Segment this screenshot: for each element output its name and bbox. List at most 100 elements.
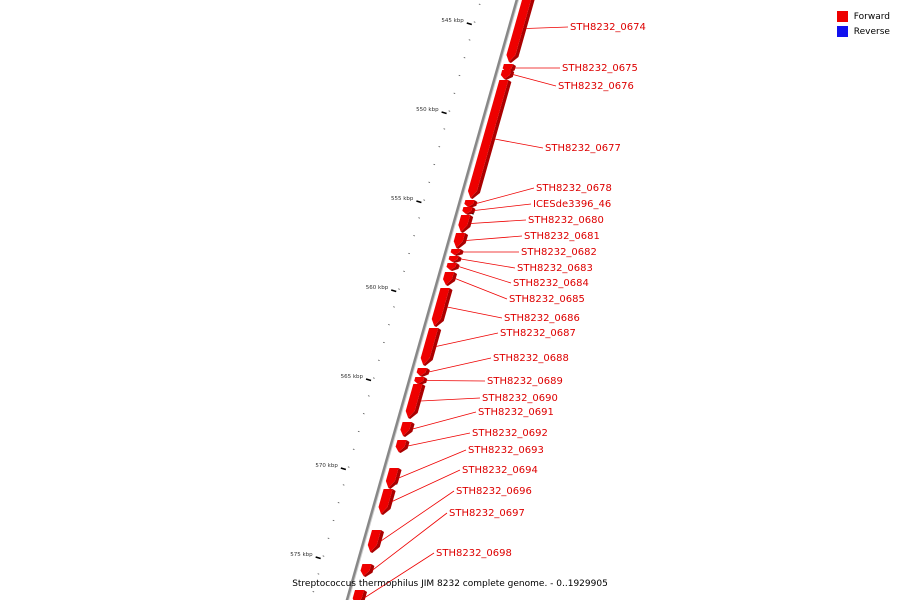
forward-swatch <box>836 11 848 22</box>
label-leader <box>398 449 467 479</box>
gene-arrow-side <box>408 384 426 419</box>
minor-tick <box>322 555 325 557</box>
gene-arrow[interactable] <box>400 422 412 436</box>
minor-tick <box>362 413 365 415</box>
gene-arrow-side <box>460 215 474 233</box>
minor-tick <box>463 57 466 59</box>
minor-tick <box>428 181 431 183</box>
gene-arrow[interactable] <box>453 233 466 248</box>
gene-label[interactable]: STH8232_0685 <box>509 294 585 305</box>
gene-arrow-side <box>417 377 428 385</box>
legend-item-reverse: Reverse <box>836 24 890 39</box>
scale-label: 565 kbp <box>341 374 364 380</box>
legend-label-forward: Forward <box>853 11 890 22</box>
gene-arrow-side <box>388 468 402 489</box>
gene-label[interactable]: STH8232_0683 <box>517 263 593 274</box>
label-leader <box>407 432 471 447</box>
gene-arrow[interactable] <box>462 207 473 214</box>
gene-arrow[interactable] <box>360 564 372 576</box>
backbone-line <box>345 0 519 600</box>
gene-arrow[interactable] <box>446 263 457 270</box>
gene-label[interactable]: STH8232_0692 <box>472 428 548 439</box>
gene-label[interactable]: STH8232_0687 <box>500 328 576 339</box>
scale-label: 570 kbp <box>315 463 338 469</box>
gene-label[interactable]: STH8232_0697 <box>449 508 525 519</box>
gene-arrow[interactable] <box>405 384 423 418</box>
gene-label[interactable]: ICESde3396_46 <box>533 199 611 210</box>
gene-arrow-side <box>403 422 415 437</box>
gene-label[interactable]: STH8232_0675 <box>562 63 638 74</box>
minor-tick <box>372 377 375 379</box>
gene-arrow[interactable] <box>385 468 399 488</box>
minor-tick <box>438 146 441 148</box>
gene-label[interactable]: STH8232_0686 <box>504 313 580 324</box>
minor-tick <box>448 110 451 112</box>
minor-tick <box>337 502 340 504</box>
label-leader <box>465 235 523 241</box>
minor-tick <box>478 3 481 5</box>
label-leader <box>455 278 508 300</box>
gene-arrow[interactable] <box>414 377 425 384</box>
major-tick <box>340 467 347 471</box>
gene-arrow[interactable] <box>420 328 439 365</box>
gene-label[interactable]: STH8232_0678 <box>536 183 612 194</box>
gene-label[interactable]: STH8232_0684 <box>513 278 589 289</box>
gene-arrow[interactable] <box>378 489 393 514</box>
gene-arrow[interactable] <box>395 440 407 452</box>
gene-arrow-side <box>450 263 460 271</box>
gene-label[interactable]: STH8232_0698 <box>436 548 512 559</box>
gene-arrow[interactable] <box>506 0 532 62</box>
gene-arrow-side <box>363 564 375 577</box>
gene-label[interactable]: STH8232_0696 <box>456 486 532 497</box>
gene-arrow[interactable] <box>450 249 461 255</box>
label-leader <box>460 258 516 269</box>
minor-tick <box>408 252 410 255</box>
gene-label[interactable]: STH8232_0681 <box>524 231 600 242</box>
gene-arrow[interactable] <box>443 272 455 285</box>
gene-arrow[interactable] <box>352 590 365 600</box>
major-tick <box>416 200 422 204</box>
label-leader <box>428 357 492 373</box>
scale-label: 575 kbp <box>290 552 313 558</box>
gene-label[interactable]: STH8232_0694 <box>462 465 538 476</box>
gene-arrow[interactable] <box>500 70 512 79</box>
minor-tick <box>332 519 335 522</box>
gene-label[interactable]: STH8232_0677 <box>545 143 621 154</box>
minor-tick <box>393 306 395 308</box>
gene-arrow[interactable] <box>467 80 509 198</box>
gene-arrow[interactable] <box>431 288 450 326</box>
gene-arrow[interactable] <box>448 256 459 262</box>
label-leader <box>494 138 544 149</box>
gene-label[interactable]: STH8232_0690 <box>482 393 558 404</box>
major-tick <box>315 556 321 560</box>
scale-label: 560 kbp <box>366 285 389 291</box>
gene-label[interactable]: STH8232_0693 <box>468 445 544 456</box>
gene-label[interactable]: STH8232_0682 <box>521 247 597 258</box>
minor-tick <box>443 128 446 130</box>
minor-tick <box>383 341 385 344</box>
label-leader <box>412 411 477 430</box>
gene-arrow[interactable] <box>367 530 382 552</box>
minor-tick <box>473 21 476 23</box>
gene-arrow-side <box>370 530 385 553</box>
label-leader <box>525 26 569 29</box>
gene-label[interactable]: STH8232_0680 <box>528 215 604 226</box>
gene-arrow[interactable] <box>464 200 475 207</box>
gene-label[interactable]: STH8232_0676 <box>558 81 634 92</box>
scale-label: 550 kbp <box>416 107 439 113</box>
gene-arrow[interactable] <box>416 368 427 376</box>
gene-label[interactable]: STH8232_0691 <box>478 407 554 418</box>
gene-label[interactable]: STH8232_0689 <box>487 376 563 387</box>
reverse-swatch <box>836 26 848 37</box>
label-leader <box>380 490 455 542</box>
minor-tick <box>342 484 345 486</box>
genome-backbone <box>345 0 520 600</box>
gene-label[interactable]: STH8232_0688 <box>493 353 569 364</box>
gene-label[interactable]: STH8232_0674 <box>570 22 646 33</box>
label-leader <box>364 552 435 598</box>
scale-label: 545 kbp <box>441 18 464 24</box>
minor-tick <box>357 430 360 433</box>
gene-arrow[interactable] <box>458 215 471 232</box>
genome-caption: Streptococcus thermophilus JIM 8232 comp… <box>292 579 608 589</box>
